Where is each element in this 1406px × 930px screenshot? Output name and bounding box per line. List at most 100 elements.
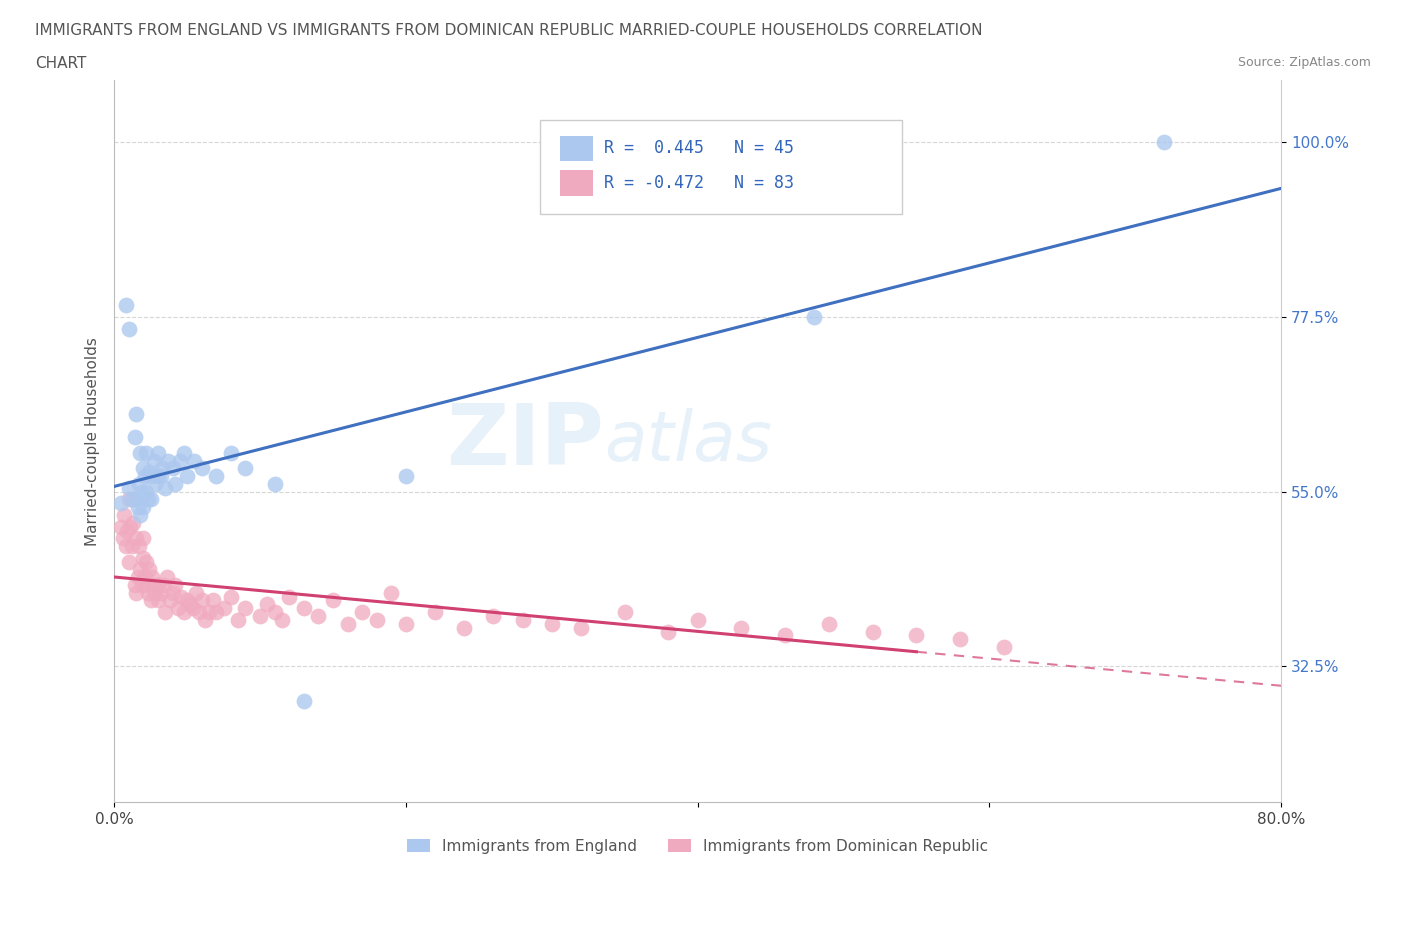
Point bbox=[131, 578, 153, 592]
Legend: Immigrants from England, Immigrants from Dominican Republic: Immigrants from England, Immigrants from… bbox=[401, 832, 994, 859]
Point bbox=[128, 476, 150, 491]
Point bbox=[127, 499, 149, 514]
Point bbox=[263, 476, 285, 491]
Point bbox=[1153, 135, 1175, 150]
Point bbox=[198, 604, 221, 619]
Point bbox=[219, 589, 242, 604]
Point bbox=[118, 492, 141, 507]
Point bbox=[157, 453, 180, 468]
Point bbox=[205, 469, 228, 484]
Point bbox=[803, 310, 825, 325]
Point bbox=[202, 593, 225, 608]
Point bbox=[143, 585, 166, 600]
FancyBboxPatch shape bbox=[560, 136, 592, 161]
Point bbox=[307, 608, 329, 623]
Point bbox=[271, 613, 294, 628]
Point bbox=[235, 601, 257, 616]
Point bbox=[190, 461, 212, 476]
Point bbox=[179, 597, 201, 612]
Point bbox=[212, 601, 235, 616]
Point bbox=[205, 604, 228, 619]
Point bbox=[121, 538, 143, 553]
FancyBboxPatch shape bbox=[540, 120, 901, 214]
Point bbox=[169, 453, 191, 468]
Point bbox=[256, 597, 278, 612]
Point bbox=[187, 604, 209, 619]
Point bbox=[132, 531, 155, 546]
Point bbox=[115, 298, 138, 312]
Point bbox=[121, 492, 143, 507]
Point bbox=[540, 617, 562, 631]
Point bbox=[190, 593, 212, 608]
Text: R =  0.445   N = 45: R = 0.445 N = 45 bbox=[605, 139, 794, 157]
Point bbox=[138, 465, 160, 480]
Point bbox=[125, 492, 148, 507]
Point bbox=[136, 492, 159, 507]
Point bbox=[139, 492, 162, 507]
Point bbox=[249, 608, 271, 623]
Point bbox=[117, 523, 139, 538]
Point bbox=[134, 469, 156, 484]
Point bbox=[134, 570, 156, 585]
Point bbox=[905, 628, 928, 643]
Point bbox=[818, 617, 841, 631]
Point bbox=[176, 469, 198, 484]
Point bbox=[135, 445, 157, 460]
Point bbox=[131, 485, 153, 499]
Point bbox=[128, 538, 150, 553]
Point bbox=[155, 481, 177, 496]
Point bbox=[235, 461, 257, 476]
Point bbox=[482, 608, 505, 623]
Point bbox=[512, 613, 534, 628]
Point bbox=[112, 508, 135, 523]
Point bbox=[125, 406, 148, 421]
Point bbox=[183, 453, 205, 468]
Point bbox=[149, 585, 172, 600]
Point bbox=[142, 578, 165, 592]
Text: ZIP: ZIP bbox=[447, 400, 605, 483]
Point bbox=[152, 578, 174, 592]
Point bbox=[336, 617, 359, 631]
Point bbox=[773, 628, 796, 643]
Point bbox=[380, 585, 402, 600]
Point bbox=[453, 620, 475, 635]
Point bbox=[162, 461, 184, 476]
Point bbox=[125, 531, 148, 546]
Text: R = -0.472   N = 83: R = -0.472 N = 83 bbox=[605, 174, 794, 192]
Point bbox=[141, 570, 163, 585]
Point bbox=[120, 519, 142, 534]
Point bbox=[146, 593, 169, 608]
Point bbox=[159, 593, 181, 608]
Point bbox=[132, 551, 155, 565]
Point bbox=[226, 613, 249, 628]
Point bbox=[862, 624, 884, 639]
Point bbox=[129, 562, 152, 577]
Point bbox=[165, 578, 187, 592]
Text: atlas: atlas bbox=[605, 407, 772, 474]
Point bbox=[115, 538, 138, 553]
Point bbox=[423, 604, 446, 619]
Point bbox=[149, 469, 172, 484]
Point bbox=[129, 508, 152, 523]
Point bbox=[730, 620, 752, 635]
Point bbox=[173, 604, 195, 619]
Point bbox=[176, 593, 198, 608]
Point bbox=[569, 620, 592, 635]
Point bbox=[219, 445, 242, 460]
Point bbox=[155, 604, 177, 619]
Point bbox=[173, 445, 195, 460]
Point bbox=[184, 585, 207, 600]
Point bbox=[138, 562, 160, 577]
Point bbox=[132, 461, 155, 476]
Point bbox=[110, 519, 132, 534]
Point bbox=[142, 453, 165, 468]
Point bbox=[352, 604, 374, 619]
Point bbox=[135, 485, 157, 499]
Point bbox=[181, 601, 204, 616]
Point bbox=[165, 476, 187, 491]
Point bbox=[395, 617, 418, 631]
Point bbox=[292, 694, 315, 709]
Point bbox=[125, 585, 148, 600]
Point bbox=[136, 585, 159, 600]
Point bbox=[132, 499, 155, 514]
